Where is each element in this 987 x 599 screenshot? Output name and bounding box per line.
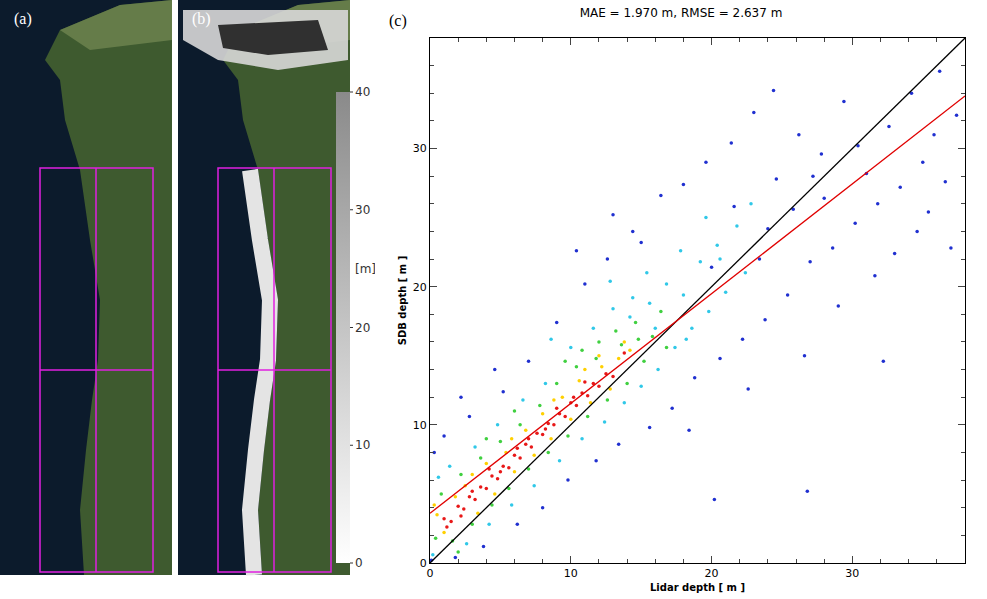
- svg-text:10: 10: [413, 419, 427, 432]
- svg-text:40: 40: [355, 85, 370, 99]
- svg-text:20: 20: [705, 567, 719, 580]
- svg-text:[m]: [m]: [355, 262, 375, 276]
- svg-text:30: 30: [845, 567, 859, 580]
- svg-text:(b): (b): [192, 10, 211, 28]
- svg-text:0: 0: [420, 557, 427, 570]
- svg-text:Lidar depth [ m ]: Lidar depth [ m ]: [650, 582, 745, 593]
- svg-text:0: 0: [427, 567, 434, 580]
- svg-text:30: 30: [355, 203, 370, 217]
- svg-text:30: 30: [413, 142, 427, 155]
- svg-text:20: 20: [355, 321, 370, 335]
- svg-text:SDB depth [ m ]: SDB depth [ m ]: [397, 256, 408, 346]
- svg-text:MAE = 1.970 m, RMSE = 2.637 m: MAE = 1.970 m, RMSE = 2.637 m: [580, 6, 783, 20]
- svg-text:(c): (c): [389, 12, 407, 30]
- svg-text:20: 20: [413, 281, 427, 294]
- svg-text:(a): (a): [14, 10, 32, 28]
- svg-text:0: 0: [355, 556, 363, 570]
- svg-text:10: 10: [355, 438, 370, 452]
- svg-text:10: 10: [564, 567, 578, 580]
